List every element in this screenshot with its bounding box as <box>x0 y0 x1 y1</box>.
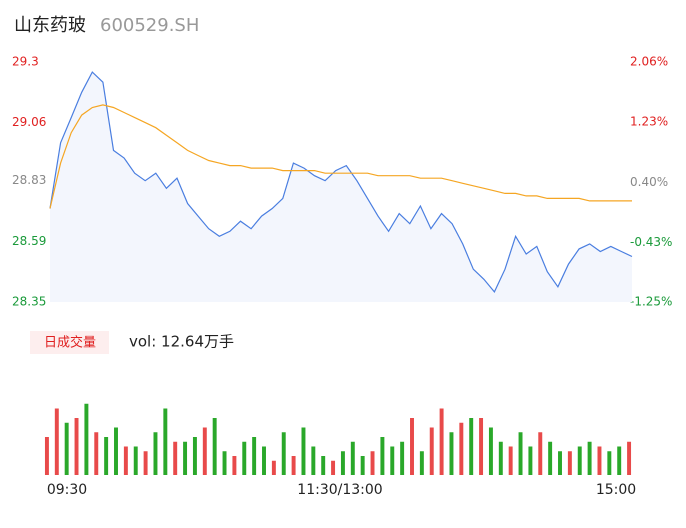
volume-bar <box>380 437 385 475</box>
volume-bar <box>173 441 178 475</box>
volume-bar <box>143 451 148 475</box>
volume-bar <box>222 451 227 475</box>
volume-bar <box>153 432 158 475</box>
volume-bar <box>104 437 109 475</box>
y-tick-label: 29.3 <box>12 55 39 69</box>
stock-code: 600529.SH <box>100 15 199 36</box>
volume-bar <box>587 441 592 475</box>
y2-tick-label: 1.23% <box>630 115 668 129</box>
x-tick-label: 15:00 <box>596 482 636 498</box>
y2-tick-label: -1.25% <box>630 295 672 309</box>
volume-bar <box>528 446 533 475</box>
volume-bar <box>548 441 553 475</box>
volume-bar <box>360 456 365 475</box>
volume-title: 日成交量 <box>44 335 96 351</box>
volume-tab <box>30 331 109 354</box>
volume-bar <box>400 441 405 475</box>
volume-bar <box>429 427 434 475</box>
volume-bar <box>84 403 89 475</box>
volume-bar <box>133 446 138 475</box>
y-tick-label: 28.59 <box>12 234 46 248</box>
volume-bar <box>567 451 572 475</box>
y-tick-label: 28.35 <box>12 295 46 309</box>
volume-bar <box>370 451 375 475</box>
x-tick-label: 09:30 <box>47 482 87 498</box>
volume-bar <box>252 437 257 475</box>
volume-bar <box>311 446 316 475</box>
price-line <box>49 71 633 294</box>
x-tick-label: 11:30/13:00 <box>297 482 382 498</box>
volume-bar <box>192 437 197 475</box>
volume-bar <box>114 427 118 475</box>
volume-bar <box>202 427 207 475</box>
volume-bar <box>498 441 503 475</box>
volume-bar <box>538 432 543 475</box>
volume-bar <box>242 441 247 475</box>
volume-bar <box>262 446 266 475</box>
y-tick-label: 28.83 <box>12 173 46 187</box>
volume-bar <box>44 437 49 475</box>
volume-bar <box>281 432 286 475</box>
volume-bar <box>321 456 326 475</box>
volume-bar <box>617 446 622 475</box>
volume-bar <box>508 446 513 475</box>
volume-bar <box>469 418 474 475</box>
volume-bar <box>419 451 424 475</box>
volume-bar <box>183 441 188 475</box>
volume-bar <box>577 446 582 475</box>
volume-bar <box>390 446 395 475</box>
volume-bar <box>449 432 454 475</box>
volume-bar <box>488 427 493 475</box>
volume-bar <box>627 441 632 475</box>
volume-bar <box>518 432 523 475</box>
y-tick-label: 29.06 <box>12 115 46 129</box>
volume-bar <box>123 446 128 475</box>
volume-bar <box>479 418 484 475</box>
volume-bar <box>212 418 217 475</box>
volume-bar <box>54 408 59 475</box>
volume-bar <box>232 456 237 475</box>
volume-bar <box>459 422 464 475</box>
volume-bar <box>597 446 602 475</box>
volume-bar <box>301 427 306 475</box>
volume-bar <box>607 451 612 475</box>
y2-tick-label: 2.06% <box>630 55 668 69</box>
volume-bar <box>74 418 79 475</box>
volume-bar <box>163 408 168 475</box>
volume-bar <box>350 441 355 475</box>
price-area <box>50 72 632 302</box>
y2-tick-label: 0.40% <box>630 175 668 189</box>
volume-bar <box>291 456 296 475</box>
volume-bar <box>331 460 336 475</box>
volume-bar <box>64 422 69 475</box>
volume-bar <box>94 432 99 475</box>
volume-bar <box>558 451 562 475</box>
volume-bar <box>340 451 345 475</box>
average-line <box>49 104 632 209</box>
volume-bar <box>439 408 444 475</box>
stock-name: 山东药玻 <box>14 15 86 36</box>
volume-annotation: vol: 12.64万手 <box>129 333 234 351</box>
volume-bar <box>271 460 276 475</box>
volume-bar <box>410 418 414 475</box>
y2-tick-label: -0.43% <box>630 235 672 249</box>
